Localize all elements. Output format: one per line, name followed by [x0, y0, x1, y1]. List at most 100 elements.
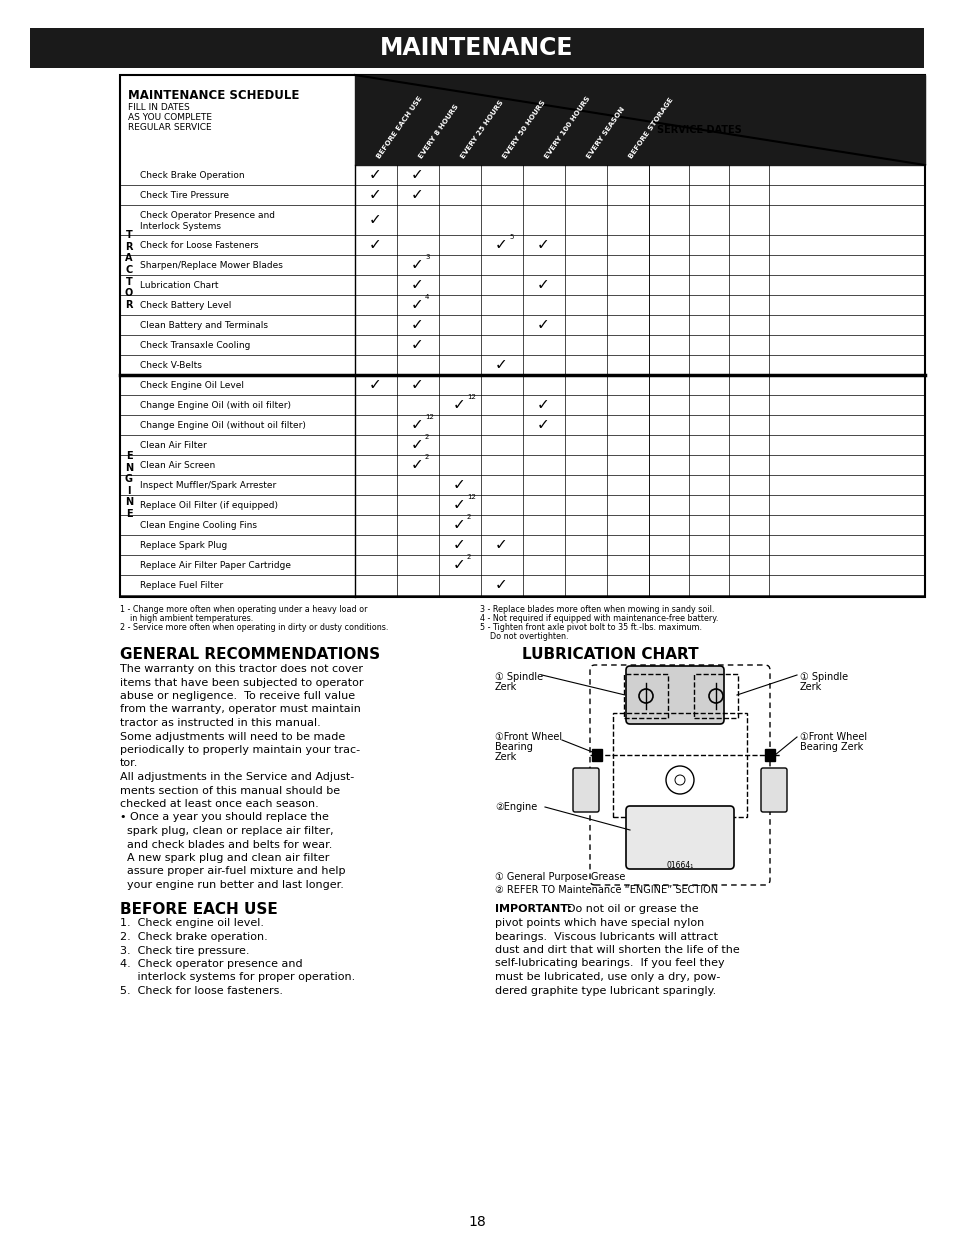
Text: 12: 12 — [424, 414, 434, 420]
Text: ✓: ✓ — [410, 417, 423, 432]
Text: self-lubricating bearings.  If you feel they: self-lubricating bearings. If you feel t… — [495, 958, 724, 968]
Bar — [592, 748, 601, 761]
Text: Do not oil or grease the: Do not oil or grease the — [559, 904, 698, 914]
Text: ✓: ✓ — [452, 478, 465, 493]
Text: ✓: ✓ — [494, 357, 507, 373]
Text: Replace Fuel Filter: Replace Fuel Filter — [140, 580, 223, 589]
Text: 3: 3 — [424, 254, 429, 261]
Text: 3.  Check tire pressure.: 3. Check tire pressure. — [120, 946, 250, 956]
Text: Check Transaxle Cooling: Check Transaxle Cooling — [140, 341, 250, 350]
Text: 2.  Check brake operation.: 2. Check brake operation. — [120, 932, 268, 942]
Text: 01664₁: 01664₁ — [666, 861, 693, 869]
FancyBboxPatch shape — [625, 806, 733, 869]
Text: ✓: ✓ — [368, 168, 381, 183]
Text: EVERY 8 HOURS: EVERY 8 HOURS — [417, 104, 459, 161]
Text: Check V-Belts: Check V-Belts — [140, 361, 202, 369]
Text: EVERY 50 HOURS: EVERY 50 HOURS — [501, 100, 546, 161]
Text: ✓: ✓ — [452, 557, 465, 573]
Text: ✓: ✓ — [410, 278, 423, 293]
Text: 3 - Replace blades more often when mowing in sandy soil.: 3 - Replace blades more often when mowin… — [479, 605, 714, 614]
Text: ✓: ✓ — [452, 398, 465, 412]
Text: Change Engine Oil (with oil filter): Change Engine Oil (with oil filter) — [140, 400, 291, 410]
Text: Sharpen/Replace Mower Blades: Sharpen/Replace Mower Blades — [140, 261, 283, 269]
Text: 5.  Check for loose fasteners.: 5. Check for loose fasteners. — [120, 986, 283, 995]
Text: bearings.  Viscous lubricants will attract: bearings. Viscous lubricants will attrac… — [495, 931, 718, 941]
Text: ② REFER TO Maintenance “ENGINE” SECTION: ② REFER TO Maintenance “ENGINE” SECTION — [495, 885, 718, 895]
Text: must be lubricated, use only a dry, pow-: must be lubricated, use only a dry, pow- — [495, 972, 720, 982]
FancyBboxPatch shape — [625, 666, 723, 724]
Text: 2: 2 — [424, 454, 429, 459]
Text: ✓: ✓ — [536, 278, 549, 293]
Text: BEFORE EACH USE: BEFORE EACH USE — [375, 95, 423, 161]
Text: Check Brake Operation: Check Brake Operation — [140, 170, 244, 179]
Text: E
N
G
I
N
E: E N G I N E — [125, 451, 132, 519]
Text: ✓: ✓ — [494, 578, 507, 593]
Text: 1 - Change more often when operating under a heavy load or: 1 - Change more often when operating und… — [120, 605, 367, 614]
Bar — [764, 748, 774, 761]
Text: checked at least once each season.: checked at least once each season. — [120, 799, 318, 809]
Text: Bearing Zerk: Bearing Zerk — [800, 742, 862, 752]
Text: ✓: ✓ — [368, 188, 381, 203]
Text: ✓: ✓ — [536, 317, 549, 332]
Text: ✓: ✓ — [410, 188, 423, 203]
Text: abuse or negligence.  To receive full value: abuse or negligence. To receive full val… — [120, 692, 355, 701]
Text: ments section of this manual should be: ments section of this manual should be — [120, 785, 340, 795]
Text: Zerk: Zerk — [800, 682, 821, 692]
Text: ✓: ✓ — [368, 212, 381, 227]
Text: EVERY SEASON: EVERY SEASON — [585, 106, 625, 161]
Text: your engine run better and last longer.: your engine run better and last longer. — [120, 881, 343, 890]
Text: IMPORTANT:: IMPORTANT: — [495, 904, 571, 914]
Text: • Once a year you should replace the: • Once a year you should replace the — [120, 813, 329, 823]
Text: ①Front Wheel: ①Front Wheel — [495, 732, 561, 742]
Text: dered graphite type lubricant sparingly.: dered graphite type lubricant sparingly. — [495, 986, 716, 995]
Text: ✓: ✓ — [410, 378, 423, 393]
Text: ✓: ✓ — [494, 237, 507, 252]
Text: LUBRICATION CHART: LUBRICATION CHART — [521, 647, 698, 662]
Text: 4 - Not required if equipped with maintenance-free battery.: 4 - Not required if equipped with mainte… — [479, 614, 718, 622]
Text: 4: 4 — [424, 294, 429, 300]
Text: FILL IN DATES: FILL IN DATES — [128, 103, 190, 112]
Text: MAINTENANCE: MAINTENANCE — [380, 36, 573, 61]
Text: ✓: ✓ — [536, 237, 549, 252]
Text: from the warranty, operator must maintain: from the warranty, operator must maintai… — [120, 704, 360, 715]
Text: EVERY 25 HOURS: EVERY 25 HOURS — [459, 100, 504, 161]
Text: ① General Purpose Grease: ① General Purpose Grease — [495, 872, 625, 882]
Text: ✓: ✓ — [494, 537, 507, 552]
Text: and check blades and belts for wear.: and check blades and belts for wear. — [120, 840, 332, 850]
Text: Check Tire Pressure: Check Tire Pressure — [140, 190, 229, 200]
FancyBboxPatch shape — [760, 768, 786, 811]
Text: Replace Spark Plug: Replace Spark Plug — [140, 541, 227, 550]
FancyBboxPatch shape — [573, 768, 598, 811]
Text: REGULAR SERVICE: REGULAR SERVICE — [128, 124, 212, 132]
Text: A new spark plug and clean air filter: A new spark plug and clean air filter — [120, 853, 329, 863]
Text: tor.: tor. — [120, 758, 138, 768]
Text: Check Battery Level: Check Battery Level — [140, 300, 232, 310]
Text: 12: 12 — [467, 394, 476, 400]
Text: in high ambient temperatures.: in high ambient temperatures. — [120, 614, 253, 622]
Text: ① Spindle: ① Spindle — [495, 672, 542, 682]
Bar — [120, 75, 924, 597]
Text: EVERY 100 HOURS: EVERY 100 HOURS — [543, 95, 591, 161]
Text: Replace Air Filter Paper Cartridge: Replace Air Filter Paper Cartridge — [140, 561, 291, 569]
Text: Zerk: Zerk — [495, 752, 517, 762]
Text: spark plug, clean or replace air filter,: spark plug, clean or replace air filter, — [120, 826, 334, 836]
Text: Lubrication Chart: Lubrication Chart — [140, 280, 218, 289]
Text: All adjustments in the Service and Adjust-: All adjustments in the Service and Adjus… — [120, 772, 354, 782]
Text: ✓: ✓ — [368, 378, 381, 393]
Text: Zerk: Zerk — [495, 682, 517, 692]
Text: Bearing: Bearing — [495, 742, 533, 752]
Text: MAINTENANCE SCHEDULE: MAINTENANCE SCHEDULE — [128, 89, 299, 103]
Text: 4.  Check operator presence and: 4. Check operator presence and — [120, 960, 302, 969]
Text: Change Engine Oil (without oil filter): Change Engine Oil (without oil filter) — [140, 420, 306, 430]
Text: tractor as instructed in this manual.: tractor as instructed in this manual. — [120, 718, 320, 727]
Text: T
R
A
C
T
O
R: T R A C T O R — [125, 230, 133, 310]
Text: ✓: ✓ — [410, 168, 423, 183]
Text: ✓: ✓ — [452, 537, 465, 552]
Text: 2: 2 — [424, 433, 429, 440]
Text: ✓: ✓ — [410, 457, 423, 473]
Text: ✓: ✓ — [536, 417, 549, 432]
Text: SERVICE DATES: SERVICE DATES — [657, 125, 741, 135]
Text: 5: 5 — [509, 233, 513, 240]
Text: GENERAL RECOMMENDATIONS: GENERAL RECOMMENDATIONS — [120, 647, 379, 662]
Text: ✓: ✓ — [410, 258, 423, 273]
